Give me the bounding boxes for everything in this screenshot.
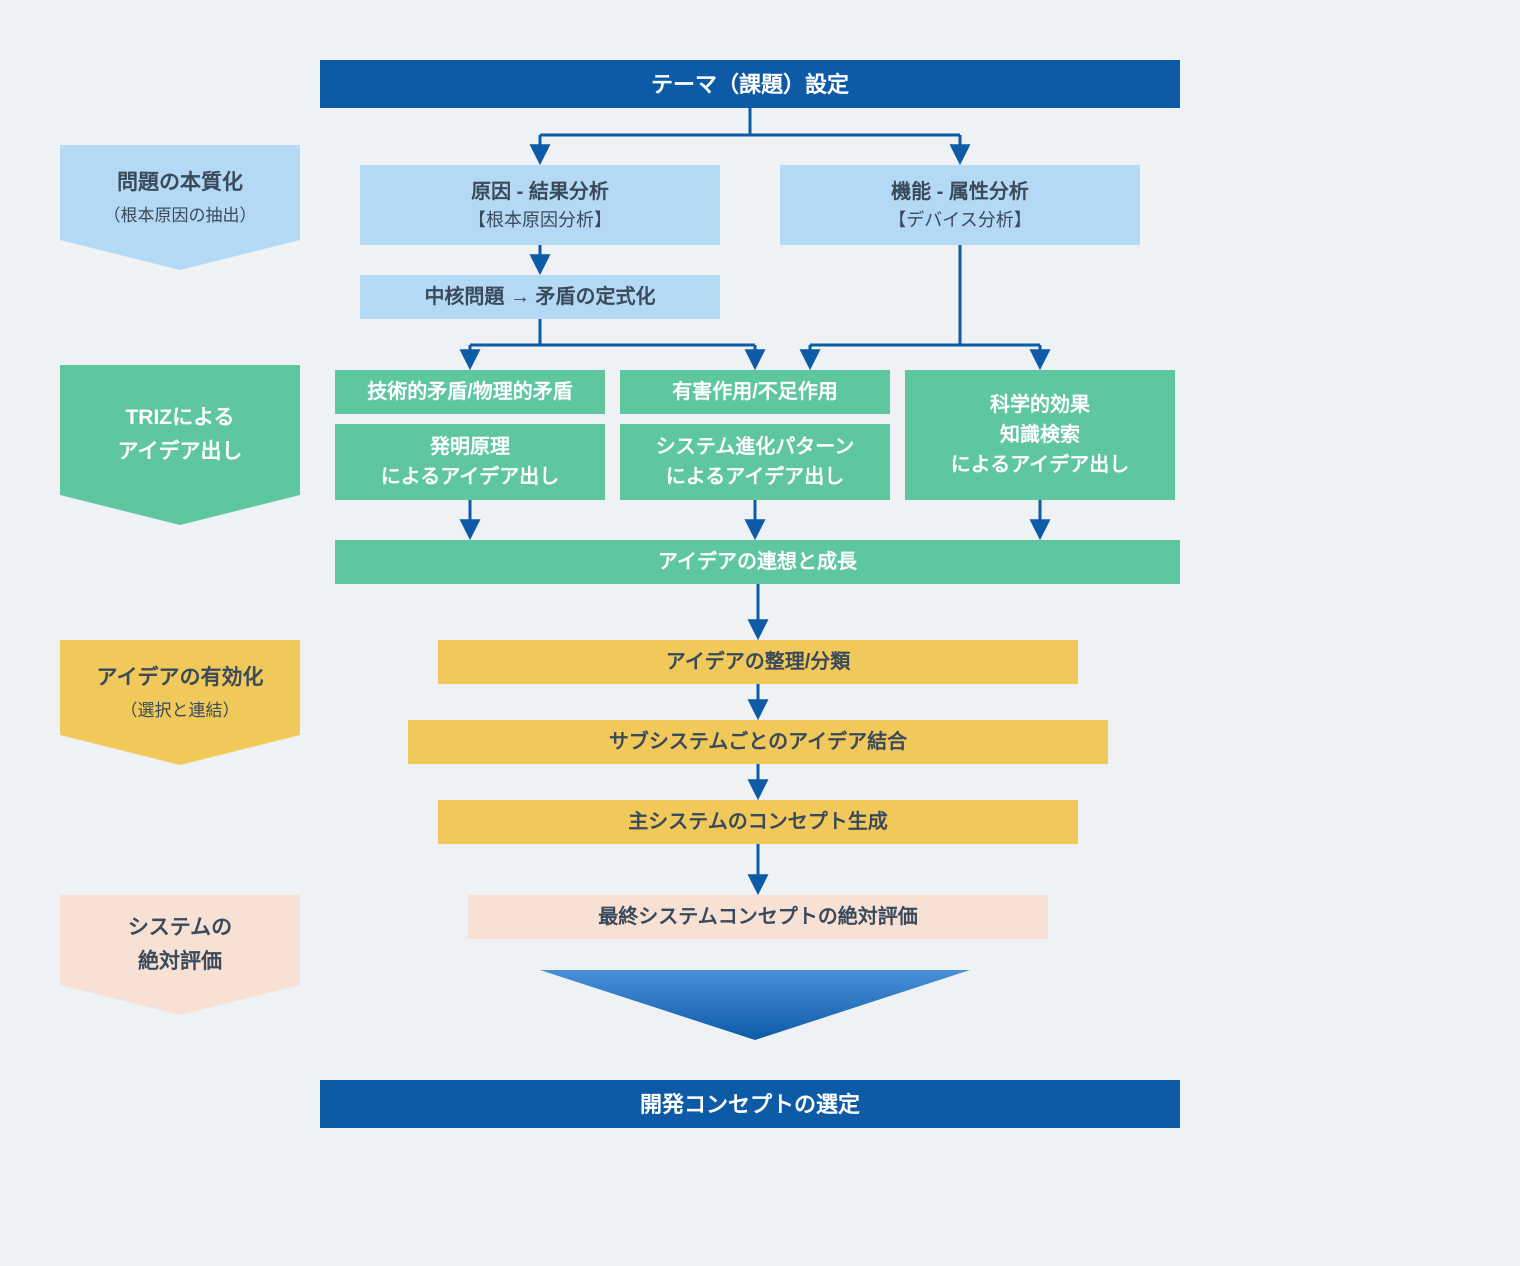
node-d1-l2: によるアイデア出し (381, 462, 559, 492)
node-a1-title: 原因 - 結果分析 (471, 177, 609, 207)
phase-4-title-l2: 絶対評価 (138, 945, 222, 979)
node-bottom: 開発コンセプトの選定 (320, 1080, 1180, 1128)
node-f3: 主システムのコンセプト生成 (438, 800, 1078, 844)
phase-label-1: 問題の本質化 （根本原因の抽出） (60, 145, 300, 275)
node-a2: 機能 - 属性分析 【デバイス分析】 (780, 165, 1140, 245)
node-d1: 発明原理 によるアイデア出し (335, 424, 605, 500)
node-c3-l3: によるアイデア出し (951, 450, 1129, 480)
phase-label-2: TRIZによる アイデア出し (60, 365, 300, 530)
flowchart-canvas: 問題の本質化 （根本原因の抽出） TRIZによる アイデア出し アイデアの有効化… (40, 40, 1480, 1226)
node-d2: システム進化パターン によるアイデア出し (620, 424, 890, 500)
phase-label-4: システムの 絶対評価 (60, 895, 300, 1020)
node-c3-l2: 知識検索 (1000, 420, 1080, 450)
node-top: テーマ（課題）設定 (320, 60, 1180, 108)
phase-2-title-l2: アイデア出し (118, 435, 243, 469)
node-c2: 有害作用/不足作用 (620, 370, 890, 414)
node-a1-sub: 【根本原因分析】 (468, 207, 612, 234)
node-d2-l2: によるアイデア出し (666, 462, 844, 492)
node-g: 最終システムコンセプトの絶対評価 (468, 895, 1048, 939)
node-a2-title: 機能 - 属性分析 (891, 177, 1029, 207)
node-d2-l1: システム進化パターン (656, 432, 854, 462)
phase-label-3: アイデアの有効化 （選択と連結） (60, 640, 300, 770)
phase-4-title-l1: システムの (128, 911, 232, 945)
node-c3: 科学的効果 知識検索 によるアイデア出し (905, 370, 1175, 500)
node-a1: 原因 - 結果分析 【根本原因分析】 (360, 165, 720, 245)
phase-3-sub: （選択と連結） (121, 697, 240, 724)
node-c1: 技術的矛盾/物理的矛盾 (335, 370, 605, 414)
phase-1-sub: （根本原因の抽出） (104, 202, 257, 229)
phase-3-title: アイデアの有効化 (97, 661, 264, 695)
node-c3-l1: 科学的効果 (990, 390, 1090, 420)
phase-1-title: 問題の本質化 (117, 166, 243, 200)
node-a2-sub: 【デバイス分析】 (888, 207, 1031, 234)
node-b: 中核問題 → 矛盾の定式化 (360, 275, 720, 319)
node-f2: サブシステムごとのアイデア結合 (408, 720, 1108, 764)
node-d1-l1: 発明原理 (430, 432, 510, 462)
node-f1: アイデアの整理/分類 (438, 640, 1078, 684)
node-e: アイデアの連想と成長 (335, 540, 1180, 584)
phase-2-title-l1: TRIZによる (125, 401, 234, 435)
